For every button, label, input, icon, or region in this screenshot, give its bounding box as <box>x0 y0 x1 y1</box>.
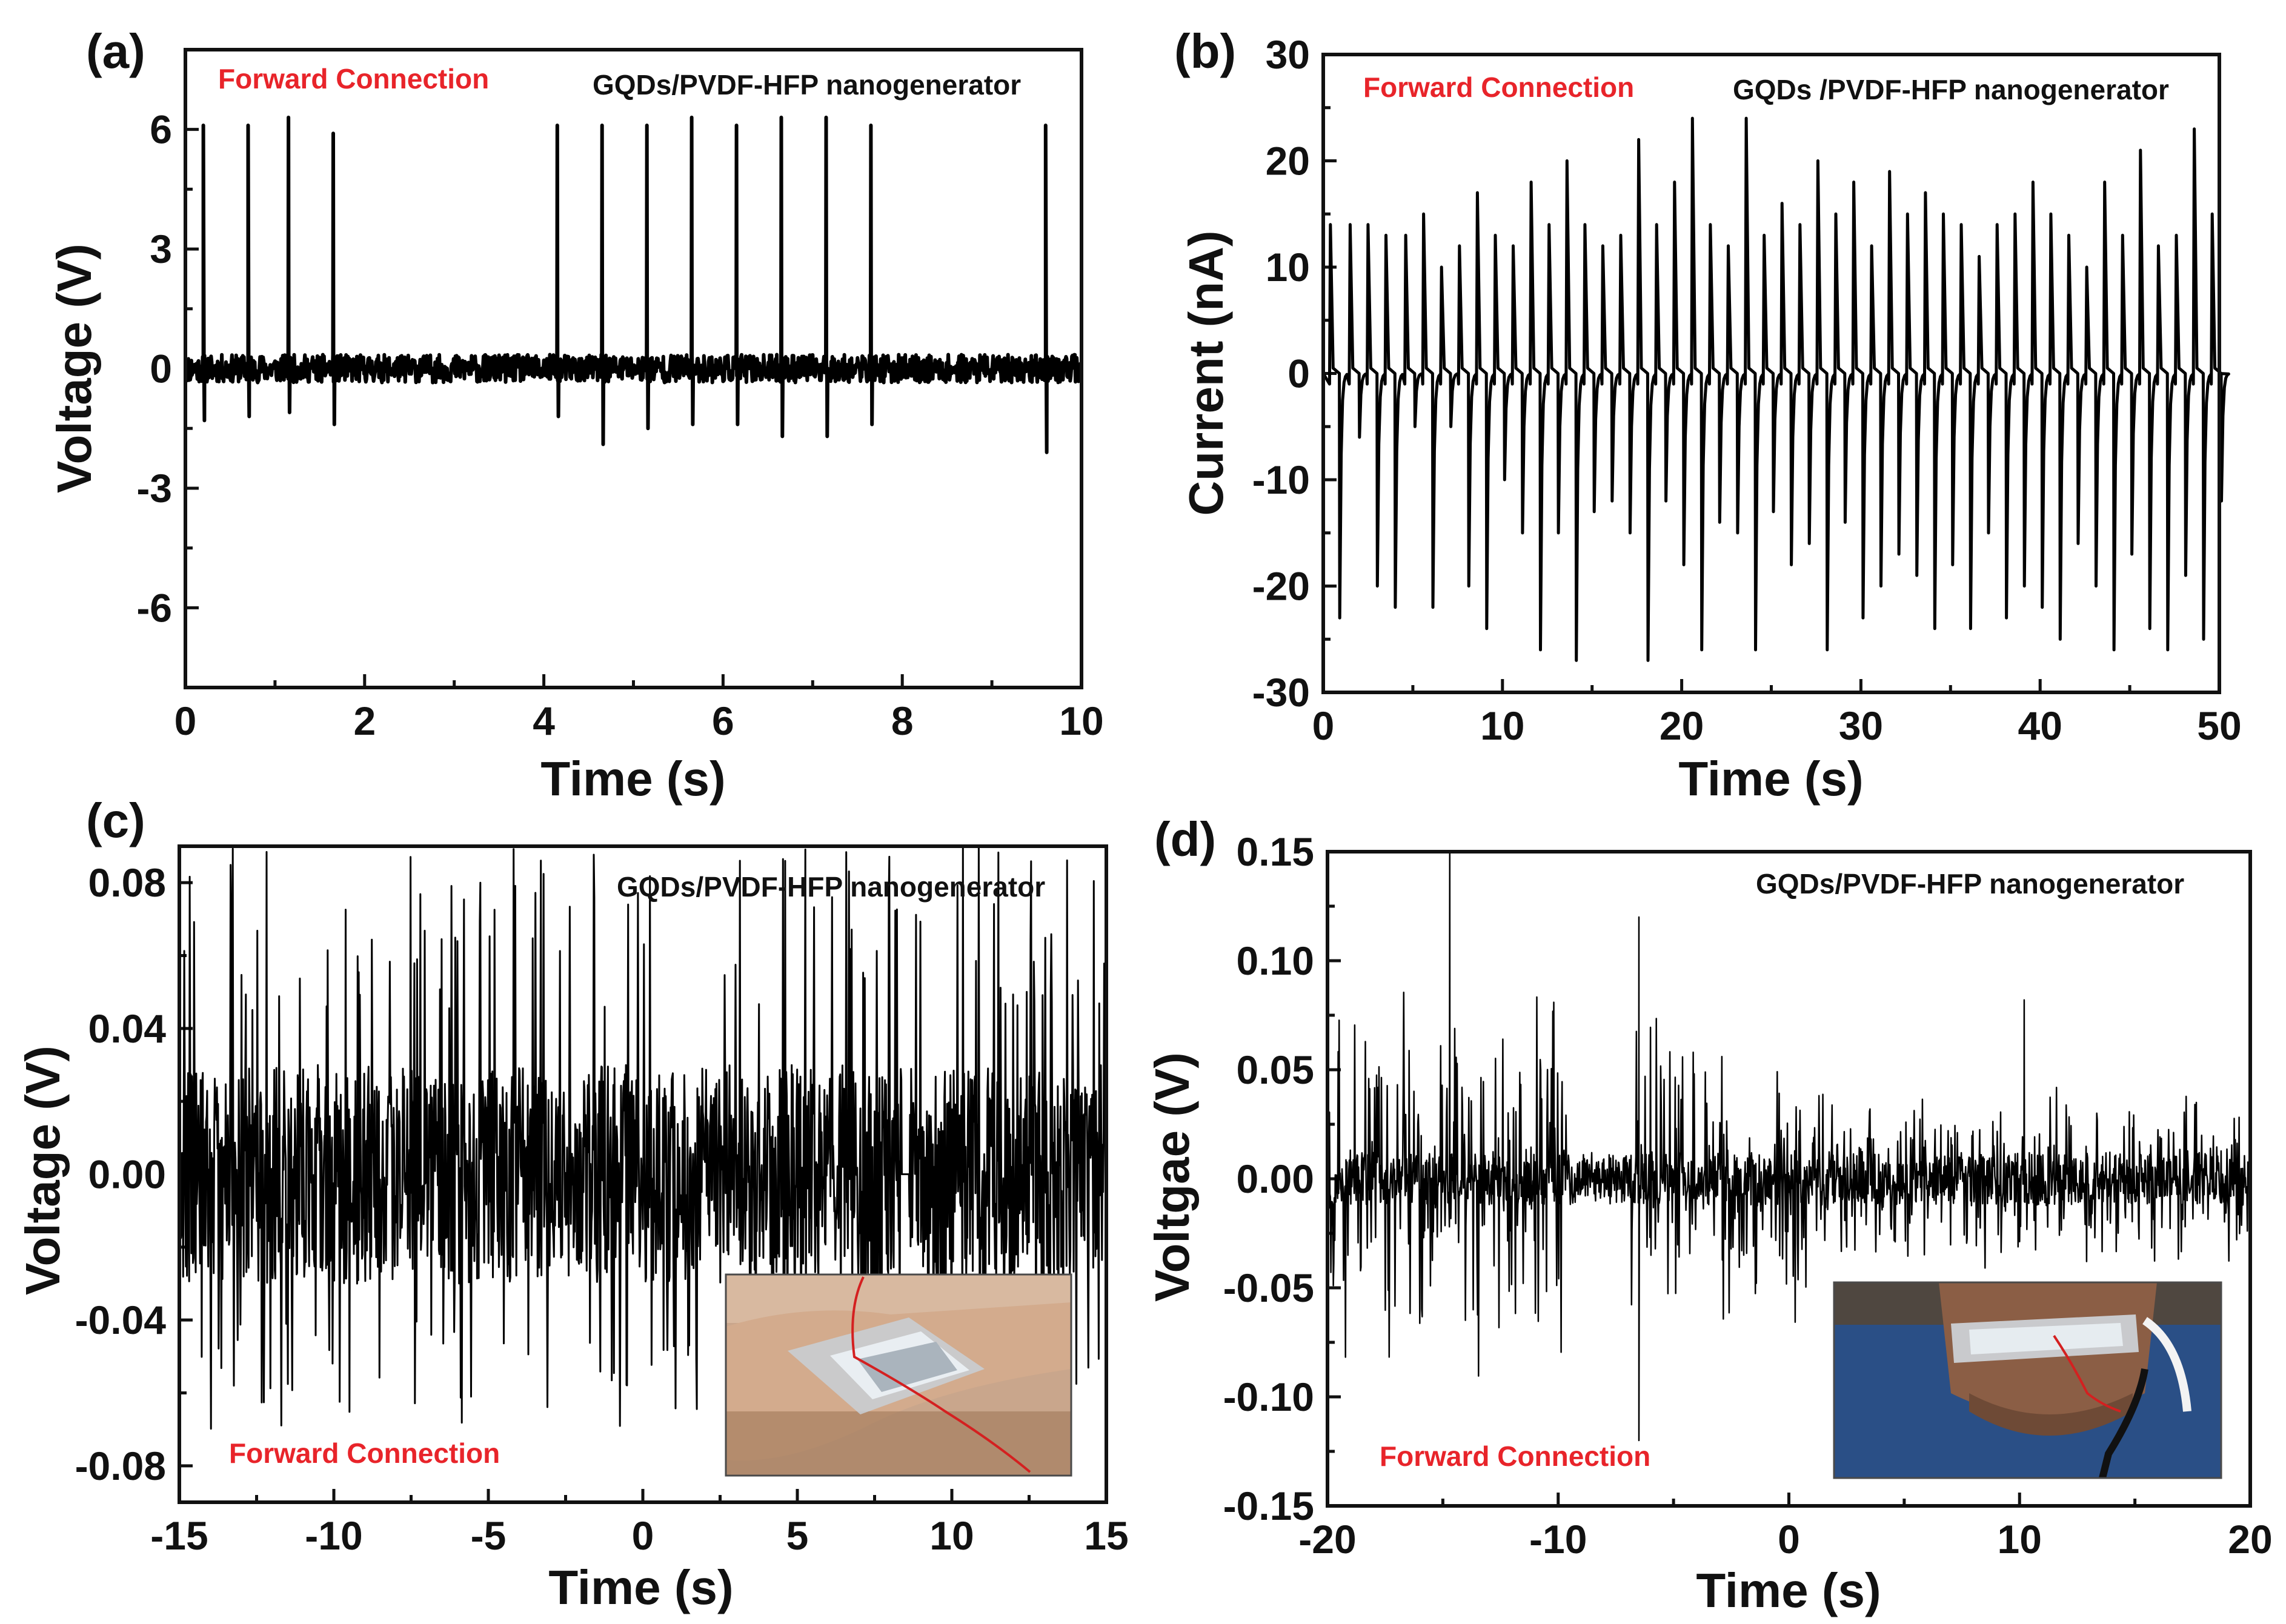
panel-b-current-trace <box>1321 116 2230 662</box>
x-tick-label: 0 <box>174 698 197 743</box>
panel-b-ticks: 0 10 20 30 40 50 -30 -20 -10 0 10 20 30 <box>1252 32 2242 748</box>
x-tick-label: 10 <box>1480 703 1524 748</box>
panel-b-current-vs-time: (b) 0 10 20 30 40 50 -30 -20 -10 0 10 20 30 Forward … <box>1174 24 2242 806</box>
x-tick-label: 30 <box>1839 703 1883 748</box>
panel-letter-b: (b) <box>1174 24 1236 78</box>
x-tick-label: 10 <box>929 1513 974 1558</box>
panel-c-legend-forward-connection: Forward Connection <box>229 1437 500 1469</box>
panel-c-x-axis-title: Time (s) <box>548 1560 733 1614</box>
y-tick-label: -6 <box>136 585 172 630</box>
x-tick-label: 2 <box>353 698 376 743</box>
x-tick-label: -5 <box>471 1513 507 1558</box>
panel-b-y-axis-title: Current (nA) <box>1179 230 1233 515</box>
y-tick-label: 20 <box>1266 139 1310 184</box>
panel-d-x-axis-title: Time (s) <box>1696 1563 1881 1617</box>
y-tick-label: 30 <box>1266 32 1310 77</box>
y-tick-label: -0.15 <box>1223 1483 1314 1528</box>
x-tick-label: 0 <box>1312 703 1335 748</box>
panel-b-legend-forward-connection: Forward Connection <box>1363 71 1634 103</box>
y-tick-label: 0.05 <box>1237 1047 1314 1092</box>
y-tick-label: 0.04 <box>88 1006 167 1051</box>
y-tick-label: -20 <box>1252 564 1310 609</box>
y-tick-label: 0 <box>1288 351 1310 396</box>
y-tick-label: 0.00 <box>88 1152 166 1197</box>
panel-letter-a: (a) <box>86 24 145 78</box>
panel-d-legend-device: GQDs/PVDF-HFP nanogenerator <box>1756 868 2184 900</box>
panel-b-plot-frame <box>1321 53 2221 694</box>
x-tick-label: 10 <box>1059 698 1103 743</box>
y-tick-label: 10 <box>1266 245 1310 290</box>
panel-b-x-axis-title: Time (s) <box>1678 752 1863 806</box>
panel-a-voltage-vs-time: (a) 0 2 4 6 8 10 -6 -3 0 3 6 Forward Connection GQ… <box>47 24 1104 806</box>
panel-c-plot-frame <box>178 844 1108 1504</box>
x-tick-label: 8 <box>891 698 914 743</box>
panel-letter-d: (d) <box>1154 812 1216 866</box>
x-tick-label: 20 <box>1660 703 1704 748</box>
y-tick-label: -0.10 <box>1223 1374 1314 1419</box>
x-tick-label: 0 <box>632 1513 654 1558</box>
x-tick-label: 15 <box>1084 1513 1128 1558</box>
x-tick-label: -15 <box>150 1513 208 1558</box>
wrist-photo <box>725 1273 1072 1477</box>
panel-a-y-axis-title: Voltage (V) <box>47 244 101 493</box>
x-tick-label: 0 <box>1778 1517 1800 1562</box>
y-tick-label: 0.15 <box>1237 829 1314 874</box>
panel-d-neck-voltage: (d) -20 -10 0 10 20 -0.15 -0.10 -0.05 0.00 0.05 0.… <box>1145 812 2273 1617</box>
x-tick-label: -10 <box>1529 1517 1587 1562</box>
panel-c-wrist-voltage: (c) -15 -10 -5 0 5 10 15 -0.08 -0.04 0.00 0.04 0.08… <box>16 794 1129 1614</box>
panel-a-plot-frame <box>184 48 1083 689</box>
panel-a-x-axis-title: Time (s) <box>540 752 725 806</box>
x-tick-label: 4 <box>533 698 555 743</box>
y-tick-label: -0.08 <box>75 1443 166 1488</box>
x-tick-label: -10 <box>305 1513 362 1558</box>
panel-a-legend-forward-connection: Forward Connection <box>218 63 489 94</box>
x-tick-label: -20 <box>1298 1517 1356 1562</box>
panel-d-plot-frame <box>1326 850 2252 1508</box>
panel-c-legend-device: GQDs/PVDF-HFP nanogenerator <box>617 871 1045 903</box>
y-tick-label: 0.10 <box>1237 938 1314 983</box>
panel-b-legend-device: GQDs /PVDF-HFP nanogenerator <box>1733 74 2169 105</box>
panel-a-ticks: 0 2 4 6 8 10 -6 -3 0 3 6 <box>136 107 1103 743</box>
y-tick-label: -3 <box>136 466 172 511</box>
x-tick-label: 5 <box>786 1513 809 1558</box>
panel-d-voltage-trace <box>1326 850 2251 1442</box>
x-tick-label: 10 <box>1998 1517 2042 1562</box>
panel-c-voltage-trace <box>178 846 1108 1430</box>
y-tick-label: -0.04 <box>75 1298 167 1342</box>
panel-a-voltage-trace <box>184 115 1083 454</box>
x-tick-label: 20 <box>2228 1517 2272 1562</box>
x-tick-label: 40 <box>2018 703 2062 748</box>
panel-letter-c: (c) <box>86 794 145 847</box>
neck-photo <box>1833 1281 2222 1479</box>
y-tick-label: 3 <box>150 227 172 271</box>
panel-c-ticks: -15 -10 -5 0 5 10 15 -0.08 -0.04 0.00 0.04 0.08 <box>75 860 1129 1558</box>
panel-c-y-axis-title: Voltage (V) <box>16 1046 70 1295</box>
panel-a-legend-device: GQDs/PVDF-HFP nanogenerator <box>593 69 1021 101</box>
y-tick-label: -0.05 <box>1223 1265 1314 1310</box>
y-tick-label: 0.08 <box>88 860 166 905</box>
panel-d-legend-forward-connection: Forward Connection <box>1380 1440 1650 1472</box>
y-tick-label: 6 <box>150 107 172 152</box>
panel-d-y-axis-title: Voltgae (V) <box>1145 1052 1199 1302</box>
y-tick-label: 0.00 <box>1237 1156 1314 1201</box>
y-tick-label: 0 <box>150 346 172 391</box>
y-tick-label: -10 <box>1252 457 1310 502</box>
y-tick-label: -30 <box>1252 670 1310 715</box>
x-tick-label: 6 <box>712 698 734 743</box>
x-tick-label: 50 <box>2197 703 2241 748</box>
